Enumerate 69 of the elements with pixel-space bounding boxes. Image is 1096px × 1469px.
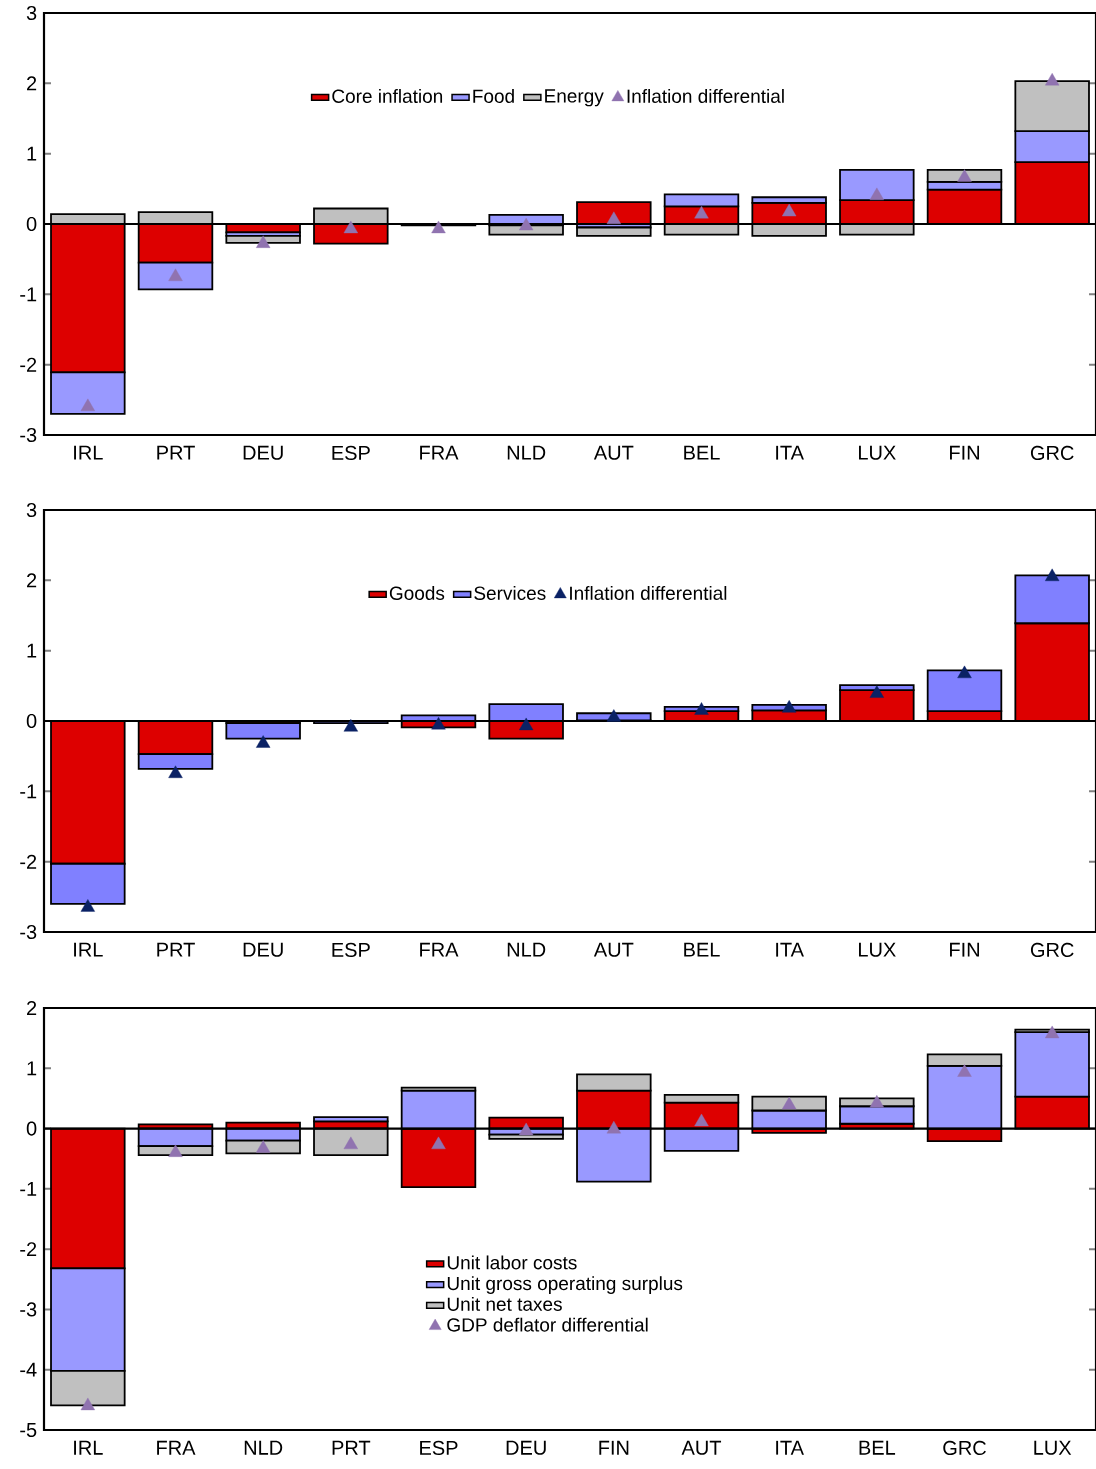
x-tick-label: IRL <box>74 445 103 460</box>
y-tick-label: -2 <box>20 1242 37 1257</box>
x-tick-label: AUT <box>681 1440 722 1455</box>
y-tick-label: -1 <box>20 287 37 302</box>
legend-label: Unit labor costs <box>447 1255 577 1270</box>
y-tick-label: 0 <box>26 1121 37 1136</box>
x-tick-label: FIN <box>950 942 979 957</box>
x-tick-label: FIN <box>599 1440 629 1455</box>
x-tick-label: NLD <box>507 445 546 460</box>
x-tick-label: ESP <box>332 445 370 461</box>
x-tick-label: FRA <box>157 1440 196 1455</box>
y-tick-label: -4 <box>20 1362 37 1377</box>
x-tick-label: PRT <box>157 445 195 460</box>
y-tick-label: 2 <box>27 573 37 588</box>
legend-label: Inflation differential <box>627 89 784 103</box>
y-tick-label: -3 <box>20 1302 37 1317</box>
y-tick-label: 3 <box>26 502 37 518</box>
x-tick-label: GRC <box>1030 445 1074 461</box>
y-tick-label: -1 <box>20 784 37 799</box>
legend-label: Inflation differential <box>570 586 727 600</box>
y-tick-label: -1 <box>20 1181 37 1196</box>
y-tick-label: 2 <box>27 76 37 91</box>
y-tick-label: -3 <box>20 924 37 940</box>
y-tick-label: -5 <box>20 1423 37 1437</box>
x-tick-label: FRA <box>420 942 459 957</box>
x-tick-label: ITA <box>776 942 804 957</box>
legend-label: Unit net taxes <box>447 1296 562 1311</box>
y-tick-label: 2 <box>27 1001 37 1015</box>
x-tick-label: BEL <box>684 445 720 460</box>
x-tick-label: BEL <box>859 1440 896 1455</box>
x-tick-label: BEL <box>684 942 720 957</box>
x-tick-label: GRC <box>1030 942 1074 958</box>
x-tick-label: AUT <box>593 445 634 460</box>
y-tick-label: 1 <box>27 146 37 161</box>
x-tick-label: DEU <box>243 942 283 957</box>
legend-label: Services <box>474 586 546 600</box>
legend-label: Unit gross operating surplus <box>447 1276 683 1294</box>
y-tick-label: -3 <box>20 427 37 443</box>
y-tick-label: 1 <box>27 1061 37 1076</box>
legend-label: Goods <box>389 586 445 600</box>
legend-label: Food <box>473 89 514 103</box>
x-tick-label: LUX <box>859 942 896 957</box>
x-tick-label: ITA <box>776 1440 804 1455</box>
y-tick-label: -2 <box>20 854 37 869</box>
legend-label: Core inflation <box>332 89 443 103</box>
y-tick-label: 3 <box>26 5 37 21</box>
y-tick-label: 0 <box>26 216 37 232</box>
x-tick-label: DEU <box>243 445 283 460</box>
x-tick-label: FRA <box>420 445 459 460</box>
legend-label: Energy <box>545 89 604 107</box>
x-tick-label: FIN <box>950 445 979 460</box>
x-tick-label: IRL <box>74 942 103 957</box>
y-tick-label: 1 <box>27 643 37 658</box>
x-tick-label: DEU <box>506 1440 546 1455</box>
legend-label: GDP deflator differential <box>447 1317 648 1332</box>
x-tick-label: PRT <box>332 1440 371 1455</box>
x-tick-label: GRC <box>943 1440 986 1456</box>
x-tick-label: LUX <box>1034 1440 1072 1455</box>
x-tick-label: ESP <box>332 942 370 958</box>
x-tick-label: IRL <box>74 1440 103 1455</box>
x-tick-label: ITA <box>776 445 804 460</box>
y-tick-label: -2 <box>20 357 37 372</box>
x-tick-label: ESP <box>420 1440 458 1456</box>
x-tick-label: AUT <box>593 942 634 957</box>
x-tick-label: LUX <box>859 445 896 460</box>
x-tick-label: NLD <box>507 942 546 957</box>
x-tick-label: NLD <box>244 1440 283 1455</box>
x-tick-label: PRT <box>157 942 195 957</box>
y-tick-label: 0 <box>26 713 37 729</box>
